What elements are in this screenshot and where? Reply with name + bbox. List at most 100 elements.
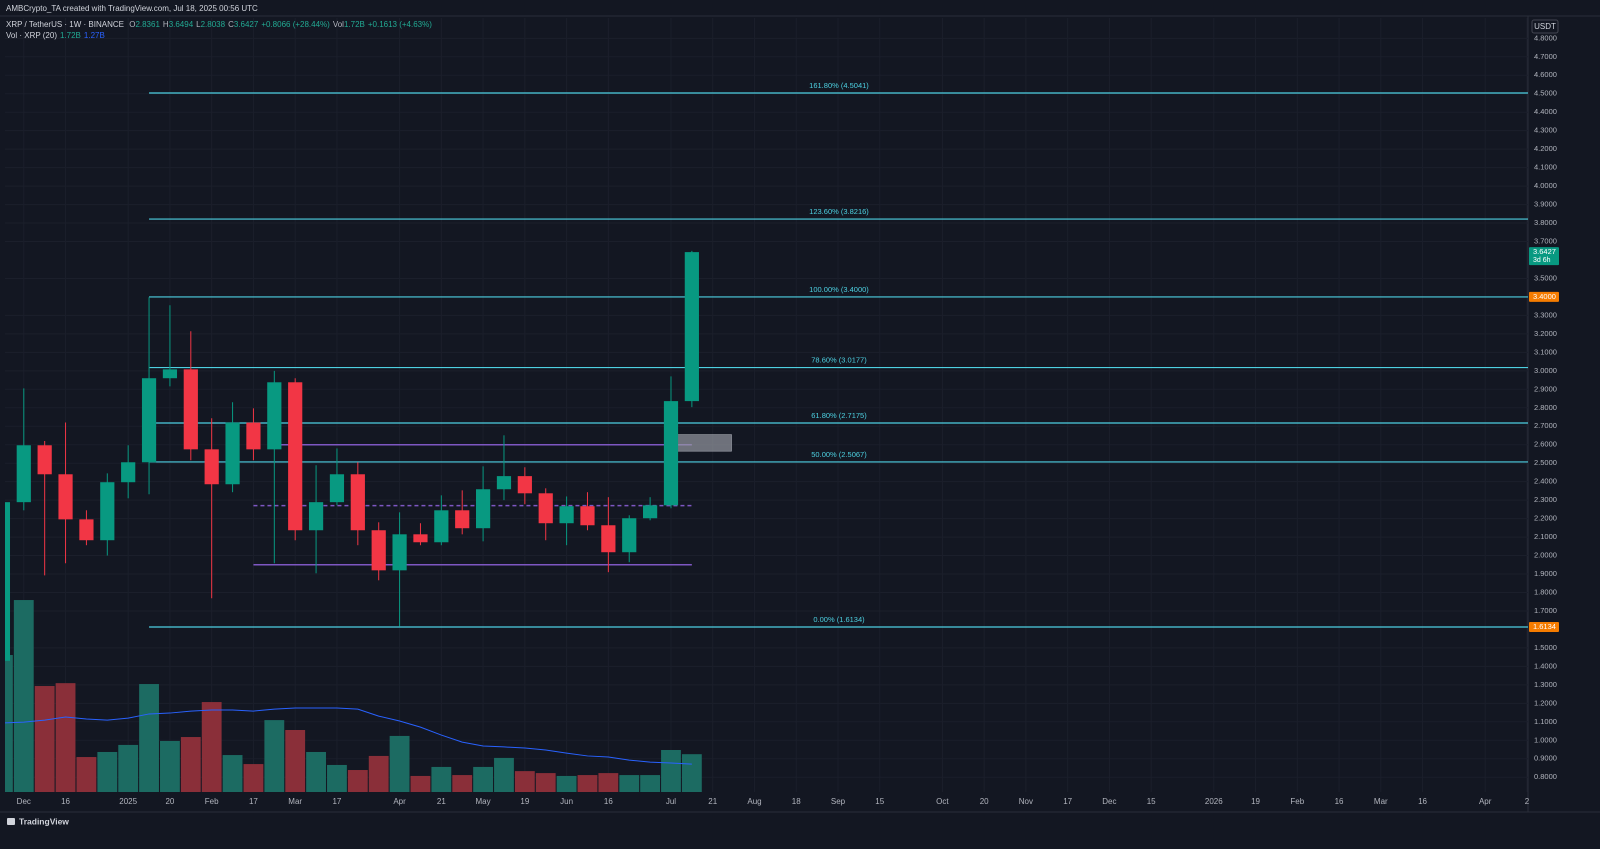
volume-bar [97, 751, 118, 792]
price-label-box [1529, 621, 1559, 632]
candle-body [455, 510, 470, 529]
x-tick-label: 2025 [119, 797, 137, 806]
x-tick-label: Apr [1479, 797, 1492, 806]
fib-label: 61.80% (2.7175) [811, 411, 867, 420]
y-tick-label: 2.2000 [1534, 514, 1557, 523]
candle-body [267, 382, 282, 450]
x-tick-label: 16 [1335, 797, 1344, 806]
volume-bar [306, 751, 326, 792]
x-tick-label: Dec [1102, 797, 1116, 806]
x-tick-label: Jul [666, 797, 676, 806]
volume-bar [285, 729, 306, 792]
candle-body [246, 422, 261, 450]
candle-body [58, 474, 73, 520]
y-tick-label: 4.4000 [1534, 107, 1557, 116]
y-tick-label: 3.5000 [1534, 273, 1557, 282]
volume-bar [347, 770, 368, 792]
x-tick-label: Mar [288, 797, 302, 806]
x-tick-label: Aug [747, 797, 761, 806]
candle-body [308, 502, 324, 531]
candle-body [434, 510, 449, 543]
price-label-box [1529, 291, 1559, 302]
volume-bar [410, 775, 431, 792]
candle-body [350, 474, 365, 531]
x-tick-label: Feb [205, 797, 219, 806]
x-tick-label: Feb [1290, 797, 1304, 806]
x-tick-label: 17 [332, 797, 341, 806]
volume-bar [264, 720, 285, 792]
volume-bar [243, 764, 264, 792]
y-tick-label: 0.8000 [1534, 772, 1557, 781]
candle-body [643, 505, 658, 519]
candle-body [517, 476, 532, 494]
x-tick-label: 2026 [1205, 797, 1223, 806]
y-tick-label: 4.7000 [1534, 52, 1557, 61]
legend-symbol: XRP / TetherUS · 1W · BINANCE [6, 20, 124, 29]
candle-body [559, 506, 574, 524]
x-tick-label: 15 [1147, 797, 1156, 806]
plot-area [5, 18, 1528, 792]
x-tick-label: 2 [1525, 797, 1530, 806]
volume-bar [389, 735, 410, 792]
y-tick-label: 3.0000 [1534, 366, 1557, 375]
y-tick-label: 3.7000 [1534, 237, 1557, 246]
volume-bar [327, 764, 347, 792]
y-tick-label: 4.6000 [1534, 70, 1557, 79]
y-tick-label: 3.9000 [1534, 200, 1557, 209]
y-tick-label: 2.5000 [1534, 458, 1557, 467]
candle-body [162, 369, 178, 379]
legend-value: 2.8361 [135, 20, 160, 29]
volume-bar [598, 773, 619, 792]
volume-bar [494, 757, 514, 792]
legend-change: +0.8066 (+28.44%) [261, 20, 330, 29]
volume-bar [577, 775, 598, 792]
legend-ma-vol: 1.72B [59, 31, 81, 40]
x-tick-label: 20 [980, 797, 989, 806]
x-tick-label: 15 [875, 797, 884, 806]
y-tick-label: 4.2000 [1534, 144, 1557, 153]
volume-bar [139, 684, 159, 792]
x-tick-label: 17 [1063, 797, 1072, 806]
volume-bar [201, 702, 222, 792]
x-tick-label: Nov [1019, 797, 1033, 806]
volume-bar [76, 757, 97, 792]
x-tick-label: 16 [1418, 797, 1427, 806]
candle-body [684, 252, 699, 402]
y-tick-label: 2.8000 [1534, 403, 1557, 412]
y-tick-label: 1.0000 [1534, 735, 1557, 744]
y-tick-label: 2.0000 [1534, 551, 1557, 560]
x-tick-label: 18 [792, 797, 801, 806]
legend-vol-change: +0.1613 (+4.63%) [367, 20, 432, 29]
volume-bar [681, 754, 702, 792]
y-tick-label: 3.1000 [1534, 347, 1557, 356]
x-tick-label: 21 [708, 797, 717, 806]
legend-key: C [228, 20, 234, 29]
volume-bar [556, 775, 577, 792]
fib-label: 0.00% (1.6134) [813, 615, 865, 624]
legend-key: O [129, 20, 136, 29]
candle-body [371, 530, 386, 571]
legend-value: 3.6494 [168, 20, 194, 29]
brand-logo [7, 818, 15, 825]
y-tick-label: 4.3000 [1534, 126, 1557, 135]
candle-body [5, 502, 11, 661]
volume-bar [118, 744, 139, 792]
x-tick-label: Mar [1374, 797, 1388, 806]
candle-body [225, 422, 240, 485]
zone [676, 434, 732, 452]
volume-bar [619, 775, 640, 792]
y-tick-label: 2.1000 [1534, 532, 1557, 541]
candle-body [329, 474, 345, 503]
candle-body [392, 534, 407, 571]
legend-key: L [196, 20, 201, 29]
price-label: 3.6427 [1533, 247, 1556, 256]
candle-body [622, 518, 637, 553]
price-label: 1.6134 [1533, 622, 1556, 631]
candle-body [100, 482, 115, 541]
currency: USDT [1534, 22, 1556, 31]
y-tick-label: 2.7000 [1534, 421, 1557, 430]
volume-bar [55, 683, 76, 792]
x-tick-label: Sep [831, 797, 846, 806]
